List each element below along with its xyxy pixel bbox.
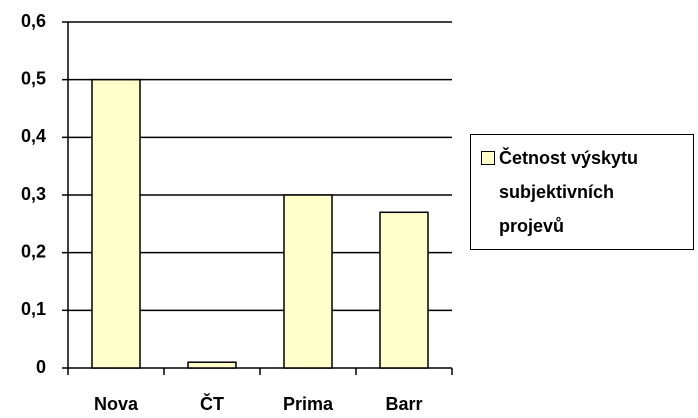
x-tick-label: ČT (200, 393, 224, 414)
y-tick-label: 0,6 (21, 11, 46, 31)
y-tick-label: 0,3 (21, 184, 46, 204)
bar (379, 211, 429, 369)
y-tick-label: 0,4 (21, 126, 46, 146)
y-tick-label: 0,5 (21, 68, 46, 88)
bar (283, 194, 333, 369)
x-tick-label: Prima (283, 394, 334, 414)
bar (187, 361, 237, 369)
y-tick-label: 0,1 (21, 299, 46, 319)
x-tick-label: Nova (94, 394, 139, 414)
legend: Četnost výskytu subjektivních projevů (470, 134, 694, 250)
legend-swatch (481, 151, 495, 165)
y-tick-label: 0,2 (21, 241, 46, 261)
x-tick-label: Barr (385, 394, 422, 414)
legend-label: Četnost výskytu subjektivních projevů (499, 148, 639, 236)
bar (91, 78, 141, 369)
y-tick-label: 0 (36, 357, 46, 377)
